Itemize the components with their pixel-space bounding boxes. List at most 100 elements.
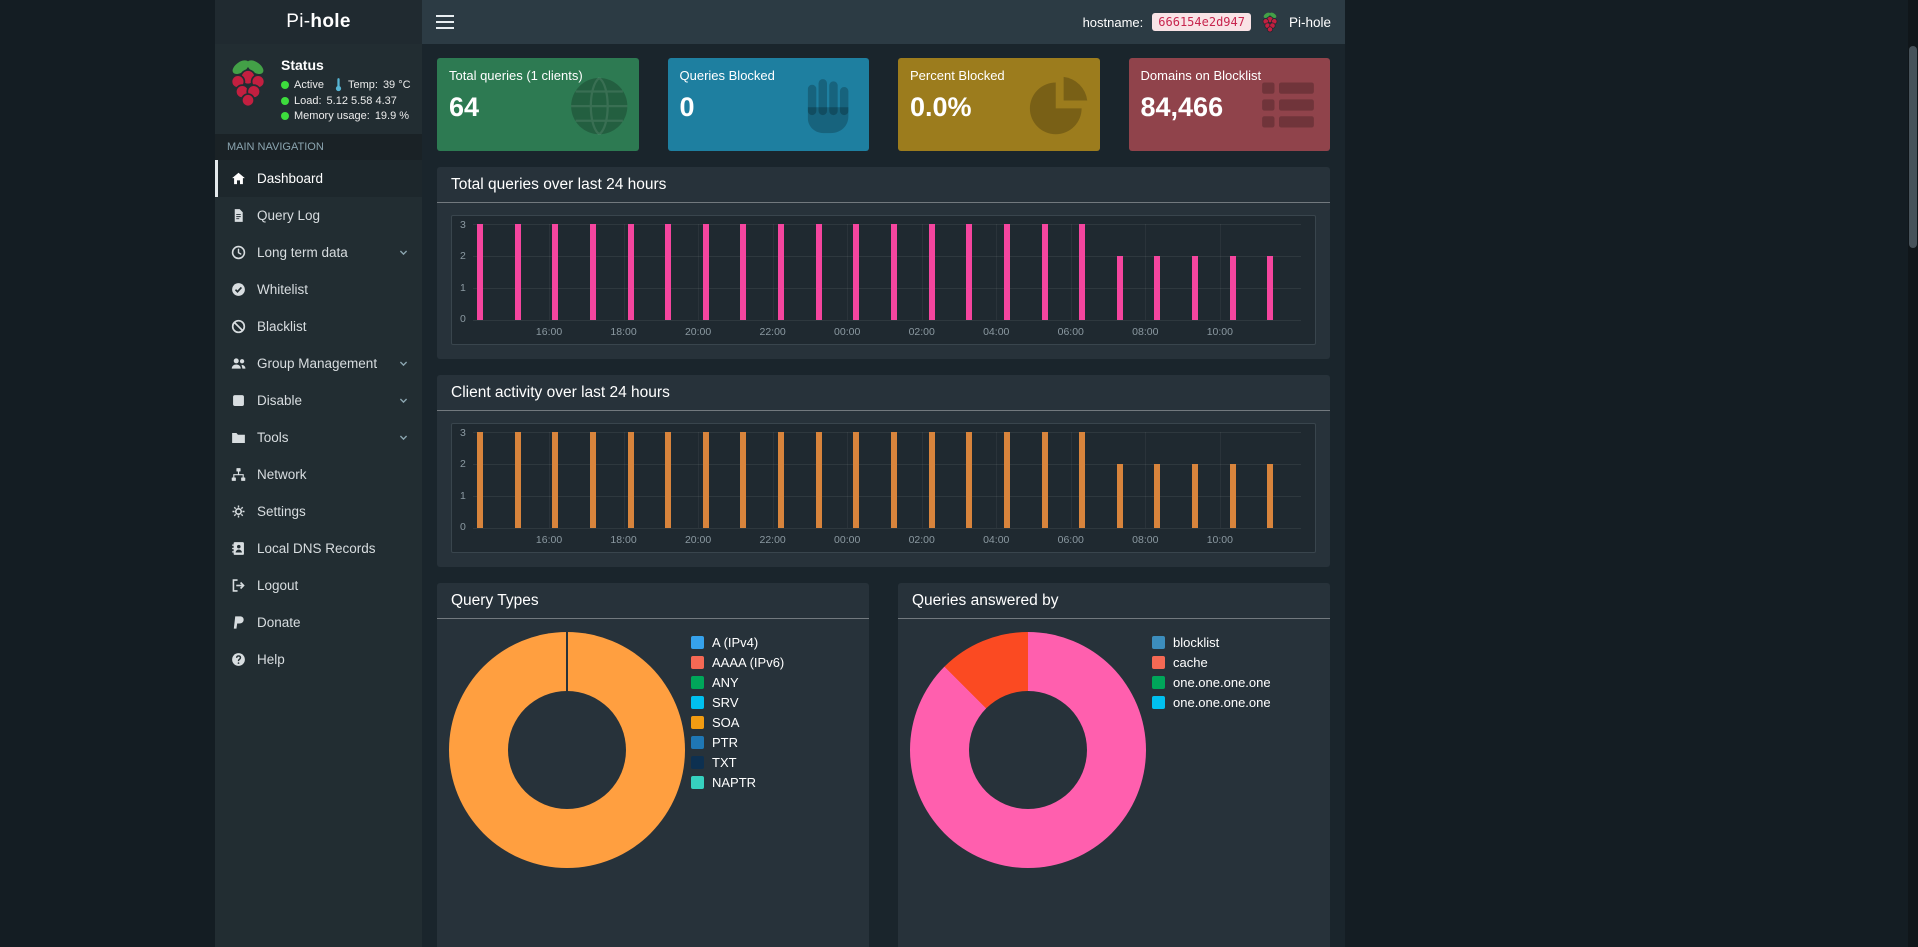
legend-item-a-ipv4[interactable]: A (IPv4)	[691, 635, 857, 650]
x-axis-label: 04:00	[983, 326, 1010, 338]
stat-card-value: 84,466	[1140, 92, 1224, 122]
x-axis-label: 20:00	[684, 326, 712, 338]
bar	[928, 224, 935, 320]
bar	[552, 224, 559, 320]
legend-label: cache	[1173, 655, 1208, 670]
x-axis-label: 16:00	[535, 326, 563, 338]
logout-icon	[232, 579, 245, 592]
legend-swatch	[691, 756, 704, 769]
bar	[1116, 464, 1123, 528]
stat-card-domains-on-blocklist: Domains on Blocklist 84,466	[1128, 58, 1330, 151]
sidebar-item-label: Donate	[257, 615, 301, 630]
sidebar-item-whitelist[interactable]: Whitelist	[215, 271, 422, 308]
panel-title: Total queries over last 24 hours	[437, 167, 1330, 203]
sidebar-item-long-term-data[interactable]: Long term data	[215, 234, 422, 271]
sidebar-item-group-management[interactable]: Group Management	[215, 345, 422, 382]
sidebar-toggle-icon[interactable]	[436, 9, 462, 35]
raspberry-icon	[1262, 12, 1278, 33]
bar	[740, 432, 747, 528]
bar	[1154, 464, 1161, 528]
donate-icon	[233, 616, 244, 629]
sidebar-item-blacklist[interactable]: Blacklist	[215, 308, 422, 345]
y-axis-label: 1	[460, 489, 466, 502]
nav-section-header: MAIN NAVIGATION	[215, 134, 422, 160]
bar	[928, 432, 935, 528]
bar	[702, 224, 709, 320]
y-axis-labels: 3 2 1 0	[460, 219, 473, 325]
x-axis-label: 10:00	[1206, 326, 1233, 338]
bar	[815, 224, 822, 320]
legend-swatch	[691, 676, 704, 689]
home-icon	[232, 172, 245, 185]
brand-prefix: Pi-	[286, 11, 311, 32]
sidebar-item-label: Dashboard	[257, 171, 324, 186]
legend-item-txt[interactable]: TXT	[691, 755, 857, 770]
bar	[589, 224, 596, 320]
queries-answered-by-body: blocklist cache one.one.one.one one.one.one…	[898, 619, 1330, 881]
query-types-donut-chart[interactable]	[449, 632, 685, 868]
legend-item-cache[interactable]: cache	[1152, 655, 1318, 670]
sidebar-item-logout[interactable]: Logout	[215, 567, 422, 604]
bar	[1003, 432, 1010, 528]
legend-item-srv[interactable]: SRV	[691, 695, 857, 710]
brand-logo[interactable]: Pi-hole	[215, 0, 422, 44]
legend-swatch	[1152, 636, 1165, 649]
y-axis-label: 2	[460, 250, 466, 263]
clock-icon	[231, 245, 246, 260]
x-axis-label: 22:00	[759, 326, 786, 338]
sidebar-item-settings[interactable]: Settings	[215, 493, 422, 530]
list-icon	[1262, 82, 1314, 128]
legend-label: AAAA (IPv6)	[712, 655, 785, 670]
bar	[740, 224, 747, 320]
bar	[966, 224, 973, 320]
sidebar-item-donate[interactable]: Donate	[215, 604, 422, 641]
legend-item-aaaa-ipv6[interactable]: AAAA (IPv6)	[691, 655, 857, 670]
scrollbar-thumb[interactable]	[1909, 46, 1917, 248]
bottom-panels-row: Query Types A (IPv4) AAAA (IPv6) ANY SRV SOA…	[437, 583, 1330, 947]
legend-label: one.one.one.one	[1173, 695, 1271, 710]
sidebar-item-network[interactable]: Network	[215, 456, 422, 493]
total-queries-chart[interactable]: 3 2 1 0 16:00 18:00 20:00 22:00 00:00 02:00 04:00 0…	[451, 215, 1316, 345]
top-navbar: Pi-hole hostname: 666154e2d947 Pi-	[215, 0, 1345, 44]
client-activity-chart[interactable]: 3 2 1 0 16:00 18:00 20:00 22:00 00:00 02:00 04:00 0…	[451, 423, 1316, 553]
stat-card-title: Queries Blocked	[679, 68, 775, 83]
legend-swatch	[691, 696, 704, 709]
bar	[514, 432, 521, 528]
sidebar-item-help[interactable]: Help	[215, 641, 422, 678]
legend-item-one-one-one-one[interactable]: one.one.one.one	[1152, 695, 1318, 710]
y-axis-label: 0	[460, 312, 466, 325]
legend-swatch	[1152, 696, 1165, 709]
status-memory-value: 19.9 %	[374, 110, 410, 122]
legend-item-ptr[interactable]: PTR	[691, 735, 857, 750]
legend-item-blocklist[interactable]: blocklist	[1152, 635, 1318, 650]
stat-card-title: Total queries (1 clients)	[449, 68, 583, 83]
legend-item-any[interactable]: ANY	[691, 675, 857, 690]
bar	[778, 224, 785, 320]
legend-item-one-one-one-one[interactable]: one.one.one.one	[1152, 675, 1318, 690]
pie-icon	[1029, 76, 1087, 135]
status-row-active: Active Temp: 39 °C	[281, 78, 411, 92]
globe-icon	[570, 77, 627, 136]
bar	[627, 224, 634, 320]
sidebar-item-disable[interactable]: Disable	[215, 382, 422, 419]
x-axis-label: 04:00	[983, 534, 1010, 546]
legend-item-soa[interactable]: SOA	[691, 715, 857, 730]
legend-swatch	[1152, 676, 1165, 689]
legend-item-naptr[interactable]: NAPTR	[691, 775, 857, 790]
main-content: Total queries (1 clients) 64 Queries Block…	[422, 44, 1345, 947]
x-axis-label: 08:00	[1132, 534, 1159, 546]
stop-icon	[233, 395, 244, 406]
bar	[665, 224, 672, 320]
bar	[702, 432, 709, 528]
sidebar-item-label: Local DNS Records	[257, 541, 376, 556]
sidebar-item-local-dns-records[interactable]: Local DNS Records	[215, 530, 422, 567]
sidebar-item-query-log[interactable]: Query Log	[215, 197, 422, 234]
sidebar-item-dashboard[interactable]: Dashboard	[215, 160, 422, 197]
sidebar-item-label: Query Log	[257, 208, 321, 223]
bar	[514, 224, 521, 320]
queries-answered-by-donut-chart[interactable]	[910, 632, 1146, 868]
scrollbar-track[interactable]	[1908, 0, 1918, 947]
sidebar-item-tools[interactable]: Tools	[215, 419, 422, 456]
stat-card-title: Percent Blocked	[910, 68, 1005, 83]
sidebar-item-label: Help	[257, 652, 285, 667]
